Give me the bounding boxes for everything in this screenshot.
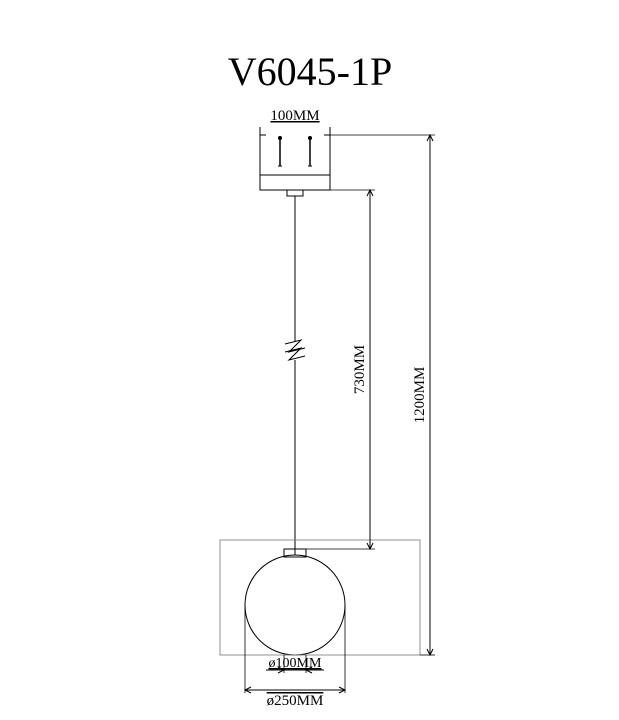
dim-globe-dia: ø250MM xyxy=(267,693,324,709)
break-mark xyxy=(285,340,305,352)
globe xyxy=(245,555,345,655)
dim-total-height: 1200MM xyxy=(412,367,428,424)
screw-head xyxy=(308,136,312,140)
dim-canopy-width: 100MM xyxy=(270,108,319,124)
cable-cup xyxy=(287,190,303,196)
screw-head xyxy=(278,136,282,140)
dim-cable-length: 730MM xyxy=(352,345,368,394)
drawing-title: V6045-1P xyxy=(228,49,392,94)
canopy-body xyxy=(260,175,330,190)
globe-bbox xyxy=(220,540,420,655)
dim-socket-dia: ø100MM xyxy=(269,656,322,671)
break-mark xyxy=(285,348,305,360)
